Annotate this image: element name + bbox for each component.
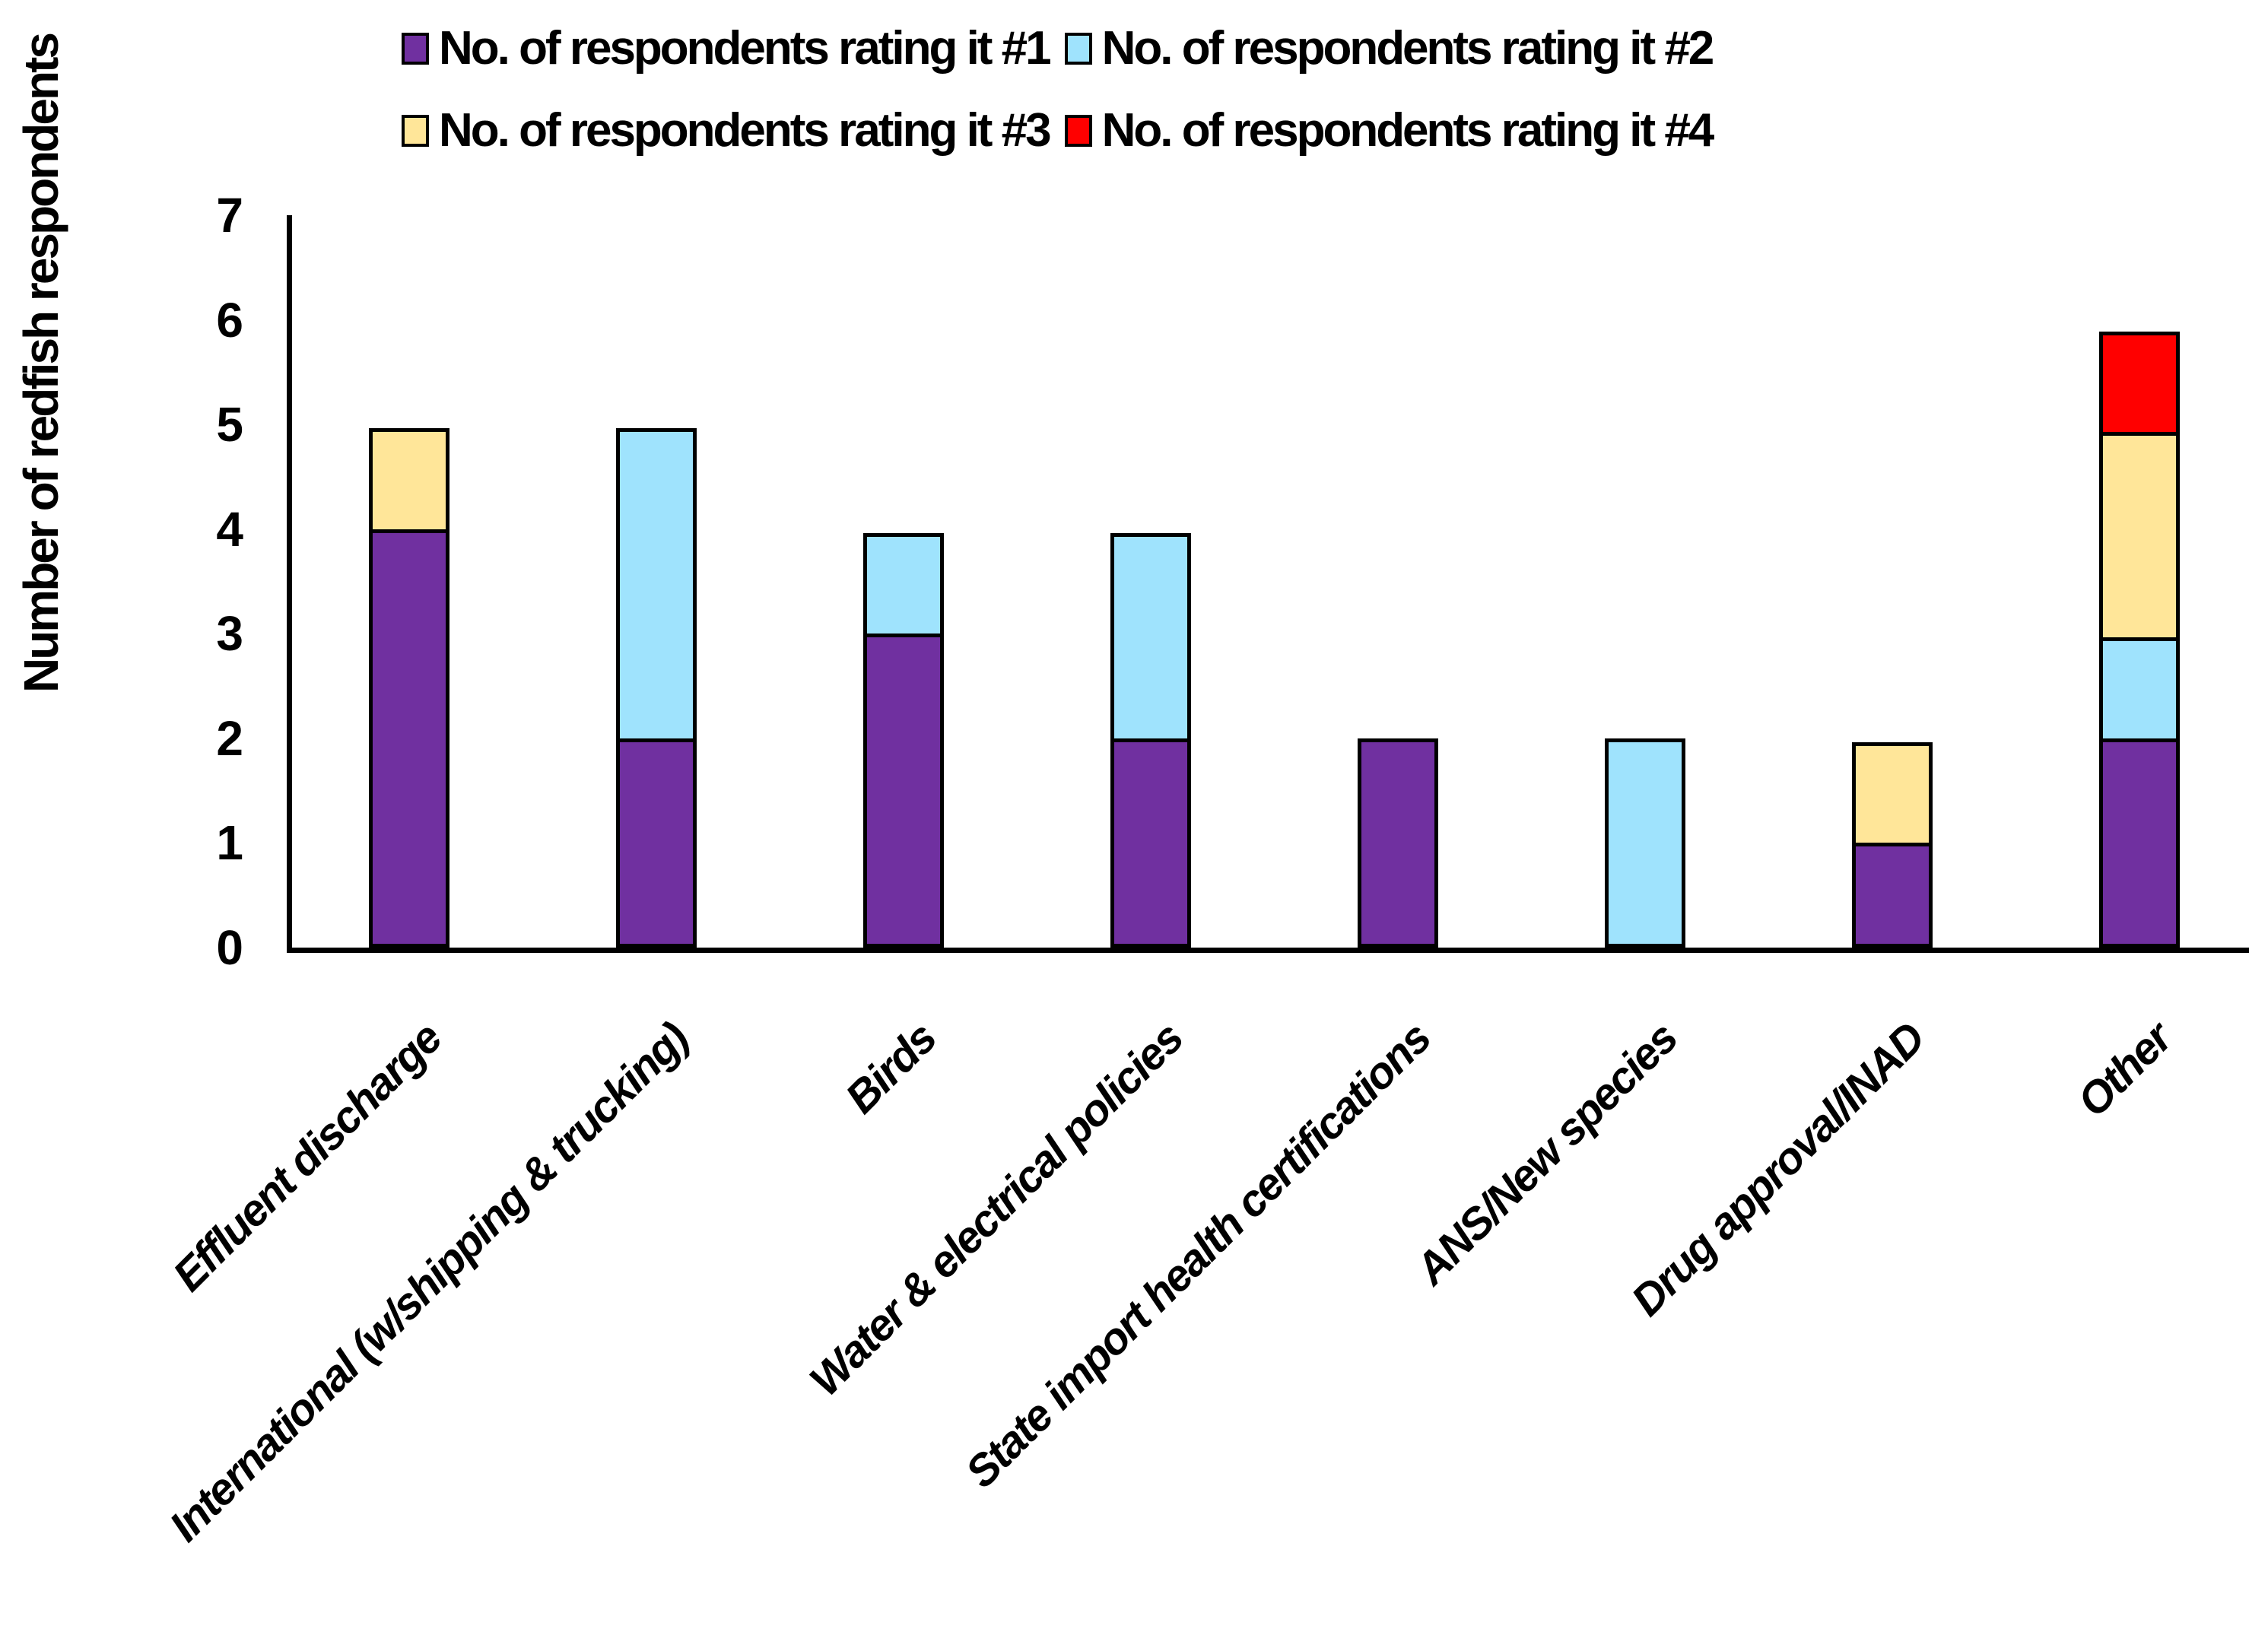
legend-label-rating-2: No. of respondents rating it #2 <box>1101 22 1715 75</box>
legend-item-rating-4: No. of respondents rating it #4 <box>1064 103 1715 157</box>
x-category-label-0: Effluent discharge <box>164 1013 451 1301</box>
bar-6 <box>1852 215 1933 948</box>
legend-swatch-rating-1-icon <box>402 32 429 65</box>
legend-item-rating-2: No. of respondents rating it #2 <box>1064 21 1715 75</box>
bar-0 <box>369 215 449 948</box>
bar-7-segment-rating-3 <box>2099 432 2180 642</box>
y-tick-label-5: 5 <box>216 397 243 452</box>
legend-row-1: No. of respondents rating it #1 No. of r… <box>402 21 1715 75</box>
bar-7 <box>2099 215 2180 948</box>
bar-3-segment-rating-2 <box>1110 532 1191 742</box>
bar-4 <box>1358 215 1438 948</box>
bar-0-segment-rating-1 <box>369 529 449 948</box>
legend-row-2: No. of respondents rating it #3 No. of r… <box>402 103 1715 157</box>
bar-7-segment-rating-2 <box>2099 637 2180 742</box>
legend-label-rating-4: No. of respondents rating it #4 <box>1101 104 1715 157</box>
plot-area <box>287 215 2249 953</box>
bar-5-segment-rating-2 <box>1605 738 1685 948</box>
y-tick-label-2: 2 <box>216 710 243 766</box>
x-category-label-7: Other <box>2068 1013 2181 1126</box>
bar-2-segment-rating-1 <box>863 634 944 948</box>
bar-6-segment-rating-3 <box>1852 741 1933 847</box>
y-tick-label-4: 4 <box>216 501 243 557</box>
bar-1 <box>616 215 697 948</box>
legend-swatch-rating-2-icon <box>1064 32 1092 65</box>
legend-label-rating-1: No. of respondents rating it #1 <box>439 22 1052 75</box>
legend-label-rating-3: No. of respondents rating it #3 <box>439 104 1052 157</box>
y-tick-label-7: 7 <box>216 188 243 243</box>
x-category-label-1: International (w/shipping & trucking) <box>160 1013 698 1551</box>
bar-1-segment-rating-1 <box>616 738 697 948</box>
y-tick-label-1: 1 <box>216 815 243 871</box>
x-category-label-2: Birds <box>835 1013 945 1123</box>
bar-2 <box>863 215 944 948</box>
legend-item-rating-1: No. of respondents rating it #1 <box>402 21 1052 75</box>
legend-swatch-rating-3-icon <box>402 114 429 147</box>
bar-5 <box>1605 215 1685 948</box>
bar-7-segment-rating-4 <box>2099 331 2180 437</box>
bar-7-segment-rating-1 <box>2099 738 2180 948</box>
legend-item-rating-3: No. of respondents rating it #3 <box>402 103 1052 157</box>
bar-2-segment-rating-2 <box>863 532 944 638</box>
y-tick-label-6: 6 <box>216 292 243 348</box>
x-category-label-4: State import health certifications <box>955 1013 1440 1497</box>
y-axis-title: Number of redfish respondents <box>14 34 68 693</box>
y-tick-label-3: 3 <box>216 606 243 662</box>
bar-1-segment-rating-2 <box>616 428 697 742</box>
y-tick-label-0: 0 <box>216 920 243 975</box>
bar-6-segment-rating-1 <box>1852 843 1933 948</box>
bar-3 <box>1110 215 1191 948</box>
bar-4-segment-rating-1 <box>1358 738 1438 948</box>
bar-3-segment-rating-1 <box>1110 738 1191 948</box>
bar-0-segment-rating-3 <box>369 428 449 533</box>
legend-swatch-rating-4-icon <box>1064 114 1092 147</box>
x-category-label-5: ANS/New species <box>1406 1013 1687 1294</box>
